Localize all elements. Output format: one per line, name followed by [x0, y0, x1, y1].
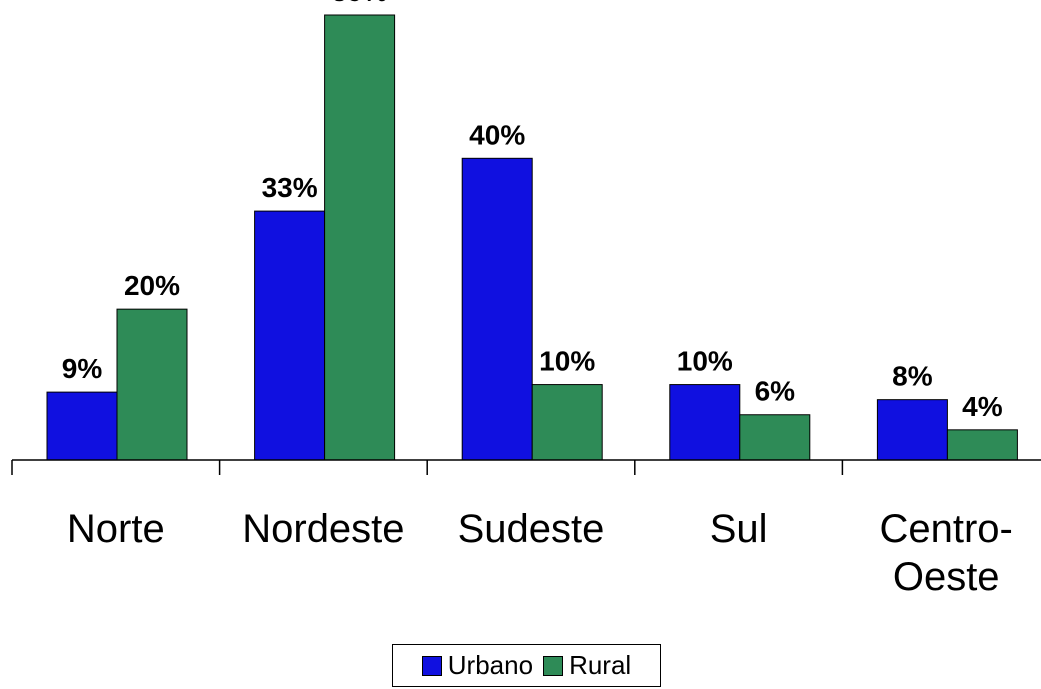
- legend-item: Urbano: [421, 650, 534, 681]
- bar: [531, 384, 603, 461]
- x-tick-label: Centro-Oeste: [879, 507, 1013, 599]
- value-label: 4%: [962, 391, 1003, 422]
- bar: [461, 157, 533, 461]
- bar: [46, 391, 118, 461]
- value-label: 33%: [262, 172, 318, 203]
- bar: [739, 414, 811, 461]
- bar: [254, 210, 326, 461]
- legend-label: Rural: [569, 650, 632, 680]
- value-label: 6%: [755, 376, 796, 407]
- bar: [669, 384, 741, 461]
- legend-item: Rural: [543, 650, 631, 681]
- bar: [324, 14, 396, 461]
- x-tick-label: Sudeste: [457, 507, 605, 551]
- bar: [116, 308, 188, 461]
- bar: [946, 429, 1018, 461]
- value-label: 59%: [332, 0, 388, 7]
- legend-label: Urbano: [447, 650, 534, 680]
- value-label: 10%: [539, 346, 595, 377]
- value-label: 10%: [677, 346, 733, 377]
- x-tick-label: Sul: [709, 507, 768, 551]
- x-tick-label: Norte: [66, 507, 165, 551]
- value-label: 20%: [124, 270, 180, 301]
- value-label: 9%: [62, 353, 103, 384]
- x-tick-label: Nordeste: [242, 507, 405, 551]
- bar: [876, 399, 948, 461]
- legend-swatch: [421, 655, 442, 676]
- legend: Urbano Rural: [392, 644, 661, 687]
- legend-swatch: [543, 655, 564, 676]
- value-label: 8%: [892, 361, 933, 392]
- value-label: 40%: [469, 119, 525, 150]
